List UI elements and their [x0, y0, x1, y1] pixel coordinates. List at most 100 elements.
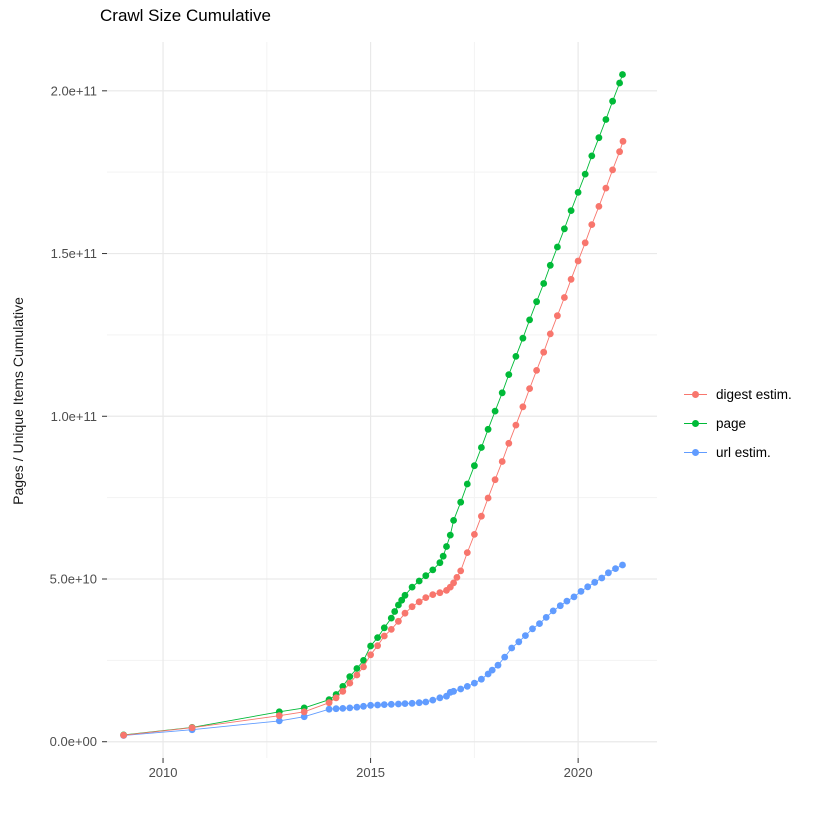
data-point: [605, 569, 612, 577]
gridlines: [107, 42, 657, 758]
data-point: [529, 625, 536, 633]
data-point: [380, 632, 388, 640]
data-point: [408, 603, 416, 611]
data-point: [540, 348, 548, 356]
data-point: [422, 572, 430, 580]
data-point: [339, 687, 347, 695]
data-point: [325, 699, 333, 707]
data-point: [491, 407, 499, 415]
data-point: [436, 559, 444, 567]
data-point: [360, 657, 367, 664]
data-point: [526, 316, 533, 324]
data-point: [395, 700, 402, 708]
x-tick-label: 2015: [356, 765, 385, 780]
data-point: [602, 116, 610, 123]
data-point: [387, 626, 395, 633]
data-point: [450, 579, 457, 587]
data-point: [374, 701, 381, 709]
data-point: [546, 261, 554, 269]
y-tick-label: 2.0e+11: [51, 83, 97, 98]
data-point: [471, 462, 478, 470]
data-point: [595, 203, 603, 210]
data-point: [332, 705, 340, 713]
data-point: [515, 638, 523, 646]
y-tick-label: 1.0e+11: [51, 409, 97, 424]
data-point: [602, 184, 610, 192]
data-point: [300, 708, 308, 716]
data-point: [415, 598, 423, 606]
data-point: [367, 651, 374, 659]
legend-label: digest estim.: [716, 387, 792, 402]
data-point: [429, 696, 437, 704]
data-point: [450, 687, 457, 695]
data-point: [346, 679, 354, 687]
data-point: [612, 565, 619, 572]
data-point: [494, 661, 502, 669]
data-point: [353, 703, 361, 711]
data-point: [120, 731, 127, 739]
data-point: [450, 517, 457, 524]
chart-title: Crawl Size Cumulative: [100, 6, 271, 25]
data-point: [429, 566, 437, 574]
data-point: [471, 679, 478, 687]
data-point: [415, 699, 423, 707]
data-point: [422, 594, 430, 601]
data-point: [275, 717, 283, 725]
data-point: [453, 574, 461, 581]
data-point: [609, 97, 616, 105]
data-point: [401, 700, 409, 707]
data-point: [609, 166, 616, 174]
data-point: [570, 593, 578, 601]
data-point: [540, 280, 548, 287]
data-point: [387, 614, 395, 622]
legend-item-page: page: [684, 409, 792, 438]
data-point: [415, 577, 423, 585]
legend-key-swatch: [684, 388, 707, 402]
data-point: [561, 294, 568, 301]
data-point: [598, 574, 606, 582]
data-point: [446, 531, 454, 539]
data-point: [619, 71, 626, 78]
data-point: [546, 330, 554, 338]
data-point: [346, 673, 354, 680]
data-point: [439, 552, 447, 560]
data-point: [387, 700, 395, 708]
legend-key-swatch: [684, 446, 707, 460]
legend-item-digest-estim: digest estim.: [684, 380, 792, 409]
data-point: [457, 498, 465, 506]
data-point: [519, 403, 527, 411]
data-point: [478, 444, 485, 451]
data-point: [561, 225, 568, 233]
data-point: [471, 531, 478, 538]
data-point: [574, 257, 582, 265]
axes: 2010 2015 2020 0.0e+00 5.0e+10 1.0e+11 1.5e+11…: [50, 83, 593, 780]
data-point: [374, 642, 381, 650]
data-point: [408, 583, 416, 591]
data-point: [339, 683, 347, 690]
data-point: [588, 221, 596, 229]
data-point: [526, 385, 533, 392]
data-point: [488, 666, 496, 674]
series-digest-estim: [120, 137, 627, 739]
data-point: [563, 597, 571, 605]
data-point: [591, 578, 599, 586]
data-point: [542, 614, 550, 621]
data-point: [367, 642, 374, 650]
data-point: [574, 189, 582, 196]
data-point: [436, 694, 444, 702]
data-point: [398, 596, 406, 604]
data-point: [619, 561, 626, 569]
data-point: [188, 724, 196, 732]
data-point: [353, 671, 361, 679]
x-tick-label: 2010: [149, 765, 178, 780]
data-point: [380, 701, 388, 708]
data-point: [616, 79, 623, 87]
legend-key-swatch: [684, 417, 707, 431]
data-point: [332, 694, 340, 702]
data-point: [519, 334, 527, 342]
data-point: [512, 353, 520, 360]
data-point: [522, 632, 529, 639]
data-point: [501, 653, 509, 661]
data-point: [567, 207, 575, 215]
